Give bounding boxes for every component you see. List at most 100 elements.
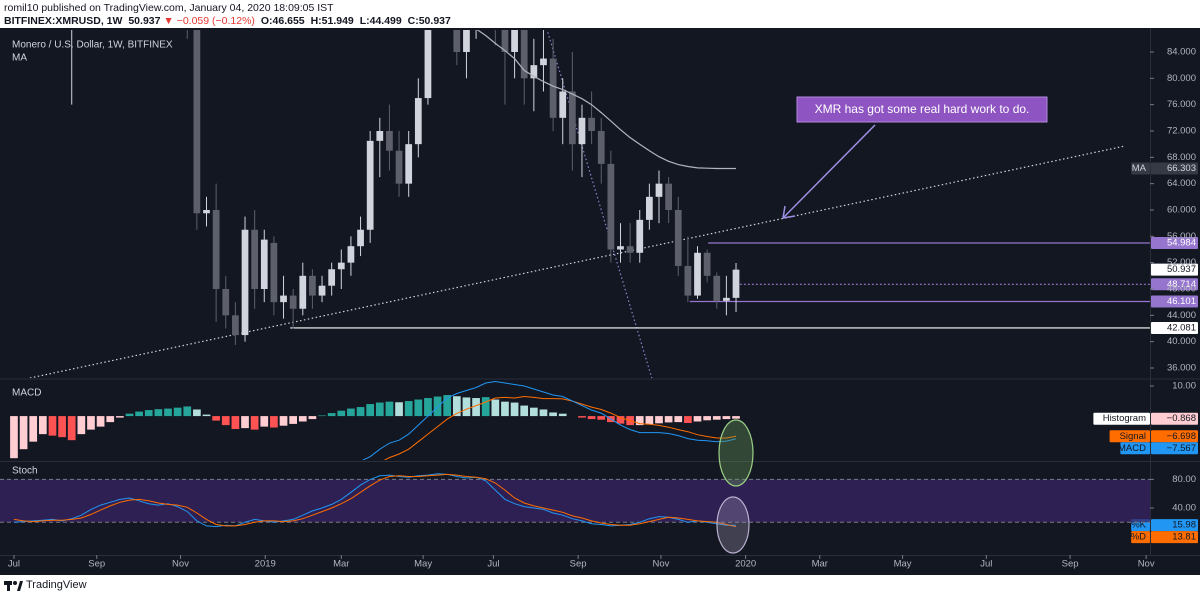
tag-name-box [1131,162,1150,175]
candle-body [520,30,528,79]
header: romil10 published on TradingView.com, Ja… [0,0,1200,28]
ohlc-low: L:44.499 [359,15,402,27]
y-tick-label: 64.000 [1167,178,1196,189]
x-tick-label: May [894,559,912,570]
histogram-bar [327,413,336,417]
histogram-bar [703,416,711,421]
histogram-bar [452,396,461,417]
tag-box [1151,519,1198,532]
candle-body [241,229,249,336]
x-tick-label: 2019 [255,559,276,570]
tag-box [1151,237,1198,250]
arrow-head [782,205,796,219]
histogram-bar [424,398,432,417]
histogram-bar [77,416,86,435]
tag-box [1151,321,1198,334]
candle-body [588,117,595,131]
macd-title: MACD [12,388,41,399]
histogram-bar [404,401,413,417]
tag-box [1151,430,1198,443]
candle-body [376,130,384,141]
brand: TradingView [26,579,87,591]
tag-box [1151,442,1198,455]
candle-body [270,242,278,303]
published-line: romil10 published on TradingView.com, Ja… [4,2,334,14]
y-tick-label: 80.000 [1167,73,1196,84]
candle-body [597,130,605,164]
candle-body [309,275,316,296]
candle-body [318,285,326,296]
histogram-bar [318,415,326,417]
stoch-band [0,479,1150,523]
histogram-bar [250,416,259,430]
y-tick-label: 56.000 [1167,231,1196,242]
histogram-bar [635,416,644,426]
y-tick-label: 40.00 [1172,503,1196,514]
histogram-bar [154,409,163,417]
tag-value: 66.303 [1167,163,1196,174]
tag-name-box [1109,430,1150,443]
histogram-bar [356,407,365,417]
candle-body [511,30,518,52]
y-tick-label: 48.000 [1167,284,1196,295]
candle-body [578,117,586,145]
histogram-bar [212,416,220,421]
candle-body [674,209,682,266]
candle-body [684,265,692,296]
candle-body [530,65,538,79]
tag-value: 13.81 [1172,532,1196,543]
histogram-bar [202,414,211,417]
histogram-bar [684,416,692,424]
histogram-bar [260,416,269,427]
tag-box [1151,162,1198,175]
candle-body [703,252,711,276]
x-tick-label: Mar [333,559,349,570]
brand-logo [4,581,23,591]
y-tick-label: 80.00 [1172,474,1196,485]
highlight-ellipse [718,419,754,487]
histogram-bar [58,416,66,438]
histogram-bar [539,409,548,417]
annotation-arrow [782,124,876,219]
candle-body [280,295,287,303]
histogram-bar [87,416,95,430]
candle-body [607,163,615,250]
trendline [29,145,1126,378]
tag-name: Histogram [1103,413,1146,424]
tag-name: Signal [1120,431,1146,442]
histogram-bar [395,402,403,417]
tag-name-box [1120,442,1150,455]
x-tick-label: Nov [652,559,669,570]
histogram-bar [48,416,57,436]
histogram-bar [289,416,298,424]
price-change: ▼ −0.059 (−0.12%) [163,15,255,27]
trendline [547,32,653,378]
y-tick-label: 52.000 [1167,257,1196,268]
candle-body [260,239,268,289]
tag-name: %K [1131,520,1146,531]
tag-value: 15.98 [1172,520,1196,531]
x-tick-label: Jul [980,559,992,570]
candle-body [732,269,740,298]
histogram-bar [655,416,663,424]
x-tick-label: Sep [1062,559,1079,570]
candle-body [694,252,701,296]
candle-body [463,30,470,52]
candle-body [203,209,210,214]
histogram-bar [183,406,192,417]
histogram-bar [375,402,384,417]
histogram-bar [385,401,394,417]
candle-body [395,150,403,184]
indicator-title: MA [12,53,27,64]
histogram-bar [481,397,490,417]
indicator-line [383,395,737,460]
stoch-title: Stoch [12,466,38,477]
candle-body [405,144,413,184]
candle-body [559,91,567,118]
histogram-bar [443,395,452,417]
candle-body [328,269,336,286]
histogram-bar [520,405,529,417]
y-tick-label: 44.000 [1167,310,1196,321]
tag-value: −7.567 [1167,443,1196,454]
pane [0,473,1150,528]
